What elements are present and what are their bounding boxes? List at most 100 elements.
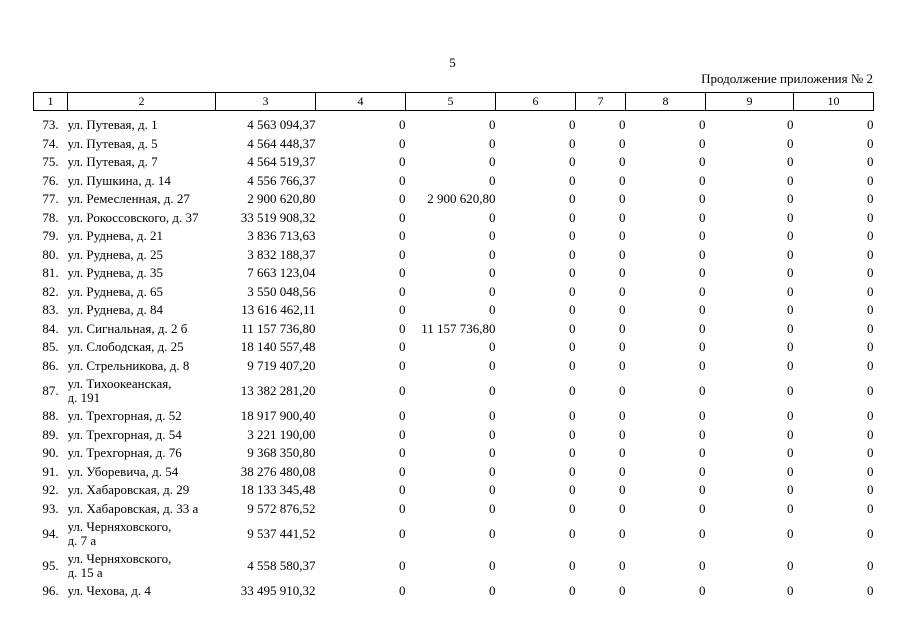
cell-value-9: 0 — [787, 135, 794, 151]
cell-value-5: 0 — [489, 463, 496, 479]
cell-value-5: 0 — [489, 408, 496, 423]
cell-row-number: 87. — [42, 382, 59, 398]
cell-row-number: 84. — [42, 320, 59, 336]
cell-value-8: 0 — [699, 246, 706, 262]
cell-value-7: 0 — [619, 154, 626, 169]
cell-value-6: 0 — [569, 117, 576, 132]
cell-value-9: 0 — [787, 283, 794, 299]
cell-value-4: 0 — [399, 382, 406, 398]
cell-value-8: 0 — [699, 191, 706, 206]
cell-value-3: 7 663 123,04 — [247, 265, 316, 280]
cell-value-4: 0 — [399, 583, 406, 598]
column-header-5: 5 — [405, 92, 496, 111]
cell-row-number: 75. — [42, 154, 59, 169]
cell-address: ул. Руднева, д. 21 — [67, 228, 164, 243]
cell-row-number: 81. — [42, 265, 59, 280]
cell-address: ул. Сигнальная, д. 2 б — [67, 320, 188, 336]
cell-value-3: 13 382 281,20 — [240, 382, 316, 398]
cell-row-number: 86. — [42, 357, 59, 373]
cell-row-number: 74. — [42, 135, 59, 151]
table-row: 76. ул. Пушкина, д. 14 4 556 766,37 0 0 … — [34, 171, 873, 190]
table-row: 94. ул. Черняховского, д. 7 а 9 537 441,… — [34, 518, 873, 550]
cell-value-8: 0 — [699, 583, 706, 598]
cell-value-5: 0 — [489, 117, 496, 132]
cell-value-4: 0 — [399, 482, 406, 497]
cell-value-10: 0 — [867, 482, 874, 497]
cell-address: ул. Пушкина, д. 14 — [67, 172, 171, 188]
cell-value-9: 0 — [787, 228, 794, 243]
table-row: 93. ул. Хабаровская, д. 33 а 9 572 876,5… — [34, 499, 873, 518]
cell-value-9: 0 — [787, 302, 794, 317]
column-header-7: 7 — [575, 92, 626, 111]
cell-value-6: 0 — [569, 302, 576, 317]
table-row: 78. ул. Рокоссовского, д. 37 33 519 908,… — [34, 208, 874, 227]
cell-value-3: 18 140 557,48 — [240, 339, 316, 354]
cell-value-4: 0 — [399, 117, 406, 132]
cell-value-3: 3 832 188,37 — [247, 246, 316, 262]
cell-value-9: 0 — [787, 382, 794, 398]
cell-value-8: 0 — [699, 500, 706, 516]
cell-value-10: 0 — [867, 135, 874, 151]
column-header-1: 1 — [33, 92, 68, 111]
cell-value-5: 0 — [489, 228, 496, 243]
cell-row-number: 96. — [42, 583, 59, 598]
cell-value-10: 0 — [867, 339, 874, 354]
cell-value-8: 0 — [699, 408, 706, 423]
cell-value-5: 0 — [489, 557, 496, 573]
cell-value-4: 0 — [399, 525, 406, 541]
cell-address: ул. Руднева, д. 84 — [67, 302, 164, 317]
cell-value-8: 0 — [699, 557, 706, 573]
cell-value-5: 0 — [489, 302, 496, 317]
cell-value-7: 0 — [619, 445, 626, 460]
cell-value-7: 0 — [619, 320, 626, 336]
cell-value-4: 0 — [399, 154, 406, 169]
cell-row-number: 82. — [42, 283, 59, 299]
cell-value-9: 0 — [787, 172, 794, 188]
cell-value-10: 0 — [867, 557, 874, 573]
cell-value-10: 0 — [867, 357, 874, 373]
cell-value-10: 0 — [867, 445, 874, 460]
cell-value-5: 0 — [489, 339, 496, 354]
cell-value-3: 4 563 094,37 — [247, 117, 316, 132]
cell-value-10: 0 — [867, 320, 874, 336]
table-row: 73. ул. Путевая, д. 1 4 563 094,37 0 0 0… — [34, 111, 873, 135]
cell-value-4: 0 — [399, 500, 406, 516]
cell-value-10: 0 — [867, 209, 874, 225]
cell-row-number: 95. — [42, 557, 59, 573]
cell-value-10: 0 — [867, 463, 874, 479]
cell-row-number: 83. — [42, 302, 59, 317]
cell-value-6: 0 — [569, 320, 576, 336]
cell-value-6: 0 — [569, 557, 576, 573]
cell-value-7: 0 — [619, 302, 626, 317]
cell-value-7: 0 — [619, 135, 626, 151]
cell-value-3: 38 276 480,08 — [240, 463, 316, 479]
cell-value-6: 0 — [569, 265, 576, 280]
column-header-8: 8 — [625, 92, 706, 111]
cell-value-5: 0 — [489, 283, 496, 299]
cell-value-3: 9 572 876,52 — [247, 500, 316, 516]
cell-row-number: 89. — [42, 426, 59, 442]
cell-value-7: 0 — [619, 283, 626, 299]
cell-value-9: 0 — [787, 500, 794, 516]
cell-value-5: 0 — [489, 265, 496, 280]
cell-value-4: 0 — [399, 191, 406, 206]
table-row: 80. ул. Руднева, д. 25 3 832 188,37 0 0 … — [34, 245, 873, 264]
cell-value-8: 0 — [699, 357, 706, 373]
table-row: 84. ул. Сигнальная, д. 2 б 11 157 736,80… — [34, 319, 874, 338]
cell-address: ул. Трехгорная, д. 52 — [67, 408, 182, 423]
table-row: 91. ул. Уборевича, д. 54 38 276 480,08 0… — [34, 462, 874, 481]
cell-value-6: 0 — [569, 357, 576, 373]
cell-value-5: 0 — [489, 445, 496, 460]
table-row: 79. ул. Руднева, д. 21 3 836 713,63 0 0 … — [34, 227, 873, 246]
cell-value-7: 0 — [619, 172, 626, 188]
cell-value-3: 3 221 190,00 — [247, 426, 316, 442]
data-table: 1 2 3 4 5 6 7 8 9 10 73. ул. Путевая, д.… — [33, 92, 874, 600]
cell-value-7: 0 — [619, 463, 626, 479]
cell-value-6: 0 — [569, 339, 576, 354]
cell-value-8: 0 — [699, 525, 706, 541]
cell-value-4: 0 — [399, 265, 406, 280]
cell-value-8: 0 — [699, 339, 706, 354]
table-header-row: 1 2 3 4 5 6 7 8 9 10 — [33, 92, 874, 111]
table-row: 86. ул. Стрельникова, д. 8 9 719 407,20 … — [34, 356, 874, 375]
